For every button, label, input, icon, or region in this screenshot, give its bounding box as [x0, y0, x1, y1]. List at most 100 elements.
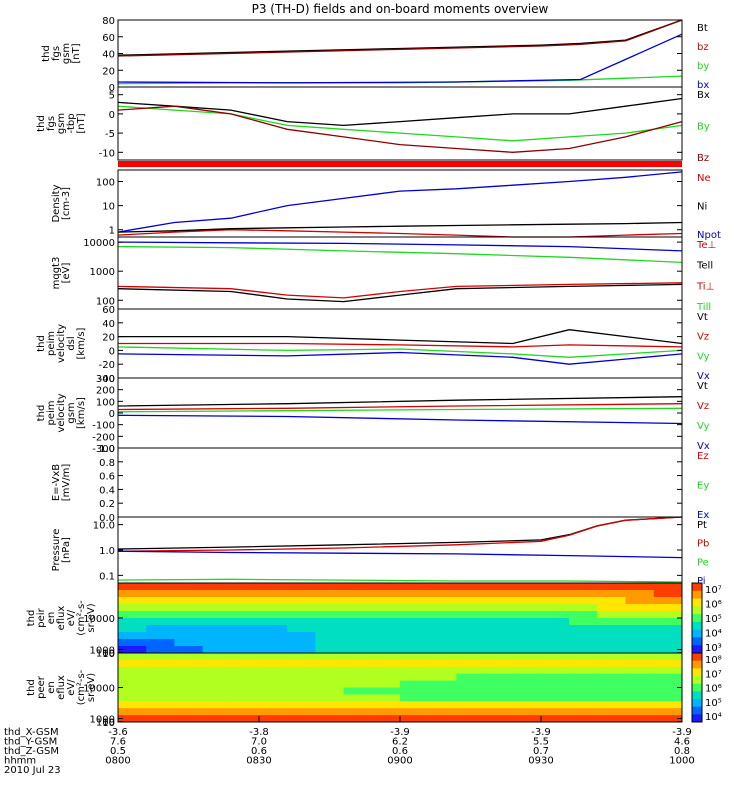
heat-cell — [202, 611, 232, 619]
heat-cell — [653, 590, 683, 598]
heat-cell — [230, 583, 260, 591]
heat-cell — [653, 639, 683, 647]
legend-label: By — [697, 122, 710, 133]
heat-cell — [230, 715, 260, 723]
heat-cell — [569, 687, 598, 695]
heat-cell — [371, 673, 401, 682]
colorbar-tick-label: 10⁶ — [705, 684, 722, 695]
heat-cell — [118, 653, 147, 661]
heat-cell — [118, 625, 147, 633]
heat-cell — [230, 694, 260, 702]
y-tick-label: 10.0 — [93, 521, 115, 532]
heat-cell — [315, 639, 345, 647]
colorbar-tick-label: 10⁵ — [705, 614, 722, 625]
heat-cell — [371, 604, 401, 612]
heat-cell — [400, 611, 429, 619]
heat-cell — [146, 687, 175, 695]
heat-cell — [202, 583, 232, 591]
heat-cell — [146, 639, 175, 647]
colorbar-swatch — [692, 660, 702, 669]
x-tick-label: 0800 — [105, 756, 130, 767]
panel-p1: Bt bz by bx 80 60 40 20 0 thdfgsgsm[nT] — [41, 16, 709, 94]
heat-cell — [118, 604, 147, 612]
heat-cell — [174, 646, 204, 654]
series-Bt-line — [117, 19, 683, 56]
heat-cell — [174, 604, 204, 612]
heat-cell — [512, 590, 542, 598]
y-tick-label: 10000 — [83, 614, 115, 625]
heat-cell — [287, 611, 316, 619]
heat-cell — [484, 659, 514, 668]
heat-cell — [315, 653, 345, 661]
heat-cell — [541, 646, 570, 654]
heat-cell — [230, 639, 260, 647]
y-tick-label: 100 — [96, 397, 115, 408]
colorbar-tick-label: 10⁸ — [705, 655, 722, 666]
series-Vt-line — [118, 329, 683, 345]
heat-cell — [597, 673, 627, 682]
heat-cell — [400, 659, 429, 668]
heat-cell — [456, 708, 486, 716]
y-tick-label: 0.8 — [99, 458, 115, 469]
heat-cell — [118, 618, 147, 626]
heat-cell — [371, 708, 401, 716]
heat-cell — [512, 673, 542, 682]
heat-cell — [259, 639, 288, 647]
legend-label: Tell — [696, 261, 713, 272]
heat-cell — [230, 618, 260, 626]
heat-cell — [428, 604, 457, 612]
x-axis-date: 2010 Jul 23 — [4, 765, 61, 776]
heat-cell — [625, 653, 655, 661]
heat-cell — [653, 680, 683, 688]
heat-cell — [343, 611, 373, 619]
heat-cell — [371, 694, 401, 702]
heat-cell — [315, 687, 345, 695]
heat-cell — [428, 583, 457, 591]
panel-p10: 10⁸10⁷10⁶10⁵10⁴10000100010010thdpeerenef… — [26, 652, 722, 729]
heat-cell — [259, 673, 288, 682]
heat-cell — [597, 653, 627, 661]
heat-cell — [287, 625, 316, 633]
heat-cell — [625, 632, 655, 640]
heat-cell — [597, 701, 627, 709]
y-tick-label: 60 — [102, 33, 115, 44]
heat-cell — [512, 680, 542, 688]
heat-cell — [315, 646, 345, 654]
heat-cell — [287, 597, 316, 605]
heat-cell — [569, 583, 598, 591]
series-Vx-line — [117, 351, 683, 365]
legend-label: bz — [697, 42, 709, 53]
heat-cell — [202, 687, 232, 695]
y-tick-label: 1000 — [90, 715, 115, 726]
heat-cell — [118, 701, 147, 709]
heat-cell — [287, 659, 316, 668]
heat-cell — [287, 653, 316, 661]
heat-cell — [202, 618, 232, 626]
heat-cell — [541, 590, 570, 598]
y-tick-label: 60 — [102, 305, 115, 316]
heat-cell — [343, 639, 373, 647]
heat-cell — [146, 625, 175, 633]
y-tick-label: 40 — [102, 50, 115, 61]
heat-cell — [400, 625, 429, 633]
series-Vy-line — [117, 346, 683, 358]
legend-label: Ne — [697, 173, 711, 184]
colorbar-swatch — [692, 691, 702, 700]
heat-cell — [569, 646, 598, 654]
heat-cell — [597, 694, 627, 702]
heat-cell — [569, 625, 598, 633]
colorbar-tick-label: 10⁷ — [705, 669, 722, 680]
heat-cell — [174, 639, 204, 647]
heat-cell — [541, 708, 570, 716]
heat-cell — [202, 680, 232, 688]
heat-cell — [625, 590, 655, 598]
heat-cell — [569, 701, 598, 709]
heat-cell — [118, 694, 147, 702]
heat-cell — [653, 694, 683, 702]
legend-label: bx — [697, 80, 709, 91]
heat-cell — [625, 639, 655, 647]
heat-cell — [371, 639, 401, 647]
y-axis-label: mqgt3[eV] — [51, 257, 72, 290]
legend-label: Vx — [697, 441, 710, 452]
